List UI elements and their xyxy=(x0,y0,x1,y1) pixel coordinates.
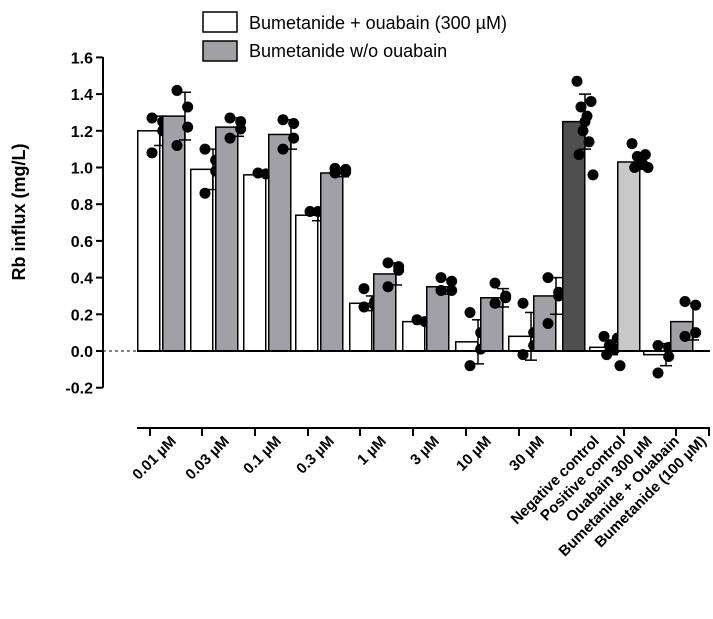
data-point xyxy=(579,116,591,128)
data-point xyxy=(182,101,194,113)
data-point xyxy=(446,275,458,287)
y-axis-title: Rb influx (mg/L) xyxy=(9,144,29,281)
data-point xyxy=(464,360,476,372)
x-tick-label: 0.01 µM xyxy=(129,433,180,484)
bar xyxy=(426,286,450,352)
data-point xyxy=(146,112,158,124)
bar xyxy=(455,341,479,352)
data-point xyxy=(585,95,597,107)
x-tick-label: 0.03 µM xyxy=(182,433,233,484)
data-point xyxy=(629,162,641,173)
bar xyxy=(402,320,426,352)
data-point xyxy=(679,330,691,342)
y-tick-label: 1.6 xyxy=(71,50,93,67)
data-point xyxy=(446,284,458,296)
data-point xyxy=(663,351,675,363)
bar xyxy=(215,126,239,352)
bar xyxy=(320,172,344,352)
data-point xyxy=(575,101,587,113)
data-point xyxy=(690,327,702,339)
x-tick-label: 0.3 µM xyxy=(293,433,338,478)
y-tick-label: 0.6 xyxy=(71,234,93,251)
data-point xyxy=(171,139,183,151)
data-point xyxy=(500,292,512,304)
data-point xyxy=(435,272,447,284)
data-point xyxy=(690,299,702,311)
data-point xyxy=(199,143,211,155)
bar xyxy=(243,174,267,352)
legend: Bumetanide + ouabain (300 µM) Bumetanide… xyxy=(202,11,507,62)
legend-label-series-2: Bumetanide w/o ouabain xyxy=(249,41,447,61)
data-point xyxy=(489,297,501,309)
x-tick-label: 3 µM xyxy=(407,433,443,469)
data-point xyxy=(304,206,316,218)
data-point xyxy=(252,167,264,179)
data-point xyxy=(489,277,501,289)
data-point xyxy=(340,166,352,178)
y-tick-label: 1.0 xyxy=(71,161,93,178)
data-point xyxy=(358,283,370,295)
data-point xyxy=(542,317,554,329)
x-tick-label: 30 µM xyxy=(506,433,548,475)
data-point xyxy=(464,306,476,318)
data-point xyxy=(626,138,638,150)
data-point xyxy=(679,295,691,307)
data-point xyxy=(288,132,300,144)
data-point xyxy=(598,330,610,342)
y-tick-label: 1.4 xyxy=(71,87,93,104)
y-tick-label: 0.2 xyxy=(71,307,93,324)
data-point xyxy=(553,290,565,302)
legend-swatch-series-2 xyxy=(202,40,238,62)
plot-area: -0.20.00.20.40.60.81.01.21.41.60.01 µM 0.… xyxy=(65,50,710,560)
bar xyxy=(268,133,292,352)
data-point xyxy=(277,143,289,155)
data-point xyxy=(542,272,554,284)
data-point xyxy=(583,136,595,148)
data-point xyxy=(571,75,583,87)
data-point xyxy=(277,114,289,126)
y-tick-label: 0.4 xyxy=(71,271,93,288)
data-point xyxy=(517,297,529,309)
y-tick-label: -0.2 xyxy=(65,381,93,398)
data-point xyxy=(382,281,394,293)
data-point xyxy=(288,117,300,129)
data-point xyxy=(614,360,626,372)
data-point xyxy=(171,84,183,96)
data-point xyxy=(652,367,664,379)
data-point xyxy=(652,339,664,351)
bar xyxy=(617,161,641,352)
y-tick-label: 0.0 xyxy=(71,344,93,361)
bar xyxy=(137,130,161,352)
bar xyxy=(162,115,186,352)
data-point xyxy=(587,169,599,181)
legend-label-series-1: Bumetanide + ouabain (300 µM) xyxy=(249,13,507,33)
x-tick-label: 0.1 µM xyxy=(240,433,285,478)
y-tick-label: 1.2 xyxy=(71,124,93,141)
bar xyxy=(295,214,319,352)
data-point xyxy=(382,257,394,269)
data-point xyxy=(642,162,654,173)
x-tick-label: 1 µM xyxy=(354,433,390,469)
data-point xyxy=(146,147,158,159)
bar xyxy=(508,335,532,352)
data-point xyxy=(358,301,370,313)
data-point xyxy=(393,264,405,276)
data-point xyxy=(224,132,236,144)
legend-swatch-series-1 xyxy=(202,11,238,33)
data-point xyxy=(235,123,247,135)
x-tick-label: 10 µM xyxy=(453,433,495,475)
data-point xyxy=(573,149,585,161)
y-tick-label: 0.8 xyxy=(71,197,93,214)
data-point xyxy=(199,187,211,199)
data-point xyxy=(224,112,236,124)
data-point xyxy=(182,121,194,133)
data-point xyxy=(577,125,589,137)
data-point xyxy=(435,284,447,296)
data-point xyxy=(329,167,341,179)
